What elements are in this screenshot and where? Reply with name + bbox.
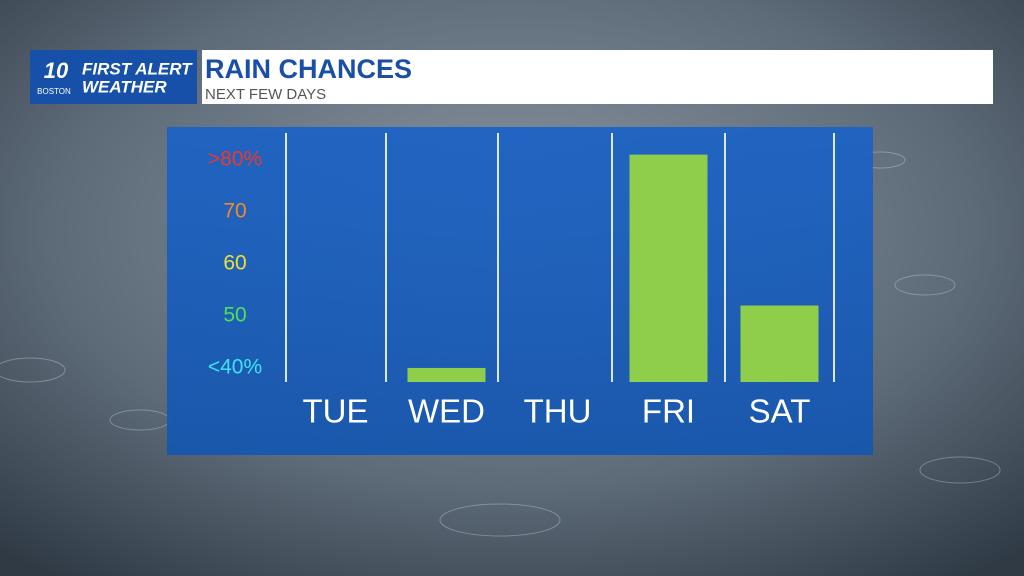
logo-channel: 10 (44, 58, 69, 83)
logo-city: BOSTON (37, 87, 71, 96)
bar (407, 367, 486, 382)
x-tick-label: SAT (749, 393, 811, 430)
chart-title: RAIN CHANCES (205, 54, 412, 84)
chart-panel (167, 127, 873, 455)
y-tick-label: <40% (208, 355, 262, 378)
bar (740, 305, 819, 382)
separators (285, 133, 835, 382)
bar (629, 154, 708, 382)
x-tick-label: WED (408, 393, 485, 430)
y-tick-label: 70 (223, 199, 246, 222)
title-banner (202, 50, 993, 104)
logo-line1: FIRST ALERT (82, 59, 193, 78)
x-tick-label: FRI (642, 393, 695, 430)
x-tick-label: TUE (303, 393, 369, 430)
x-tick-label: THU (524, 393, 592, 430)
y-tick-label: >80% (208, 147, 262, 170)
y-tick-label: 60 (223, 251, 246, 274)
logo-line2: WEATHER (82, 77, 167, 96)
y-tick-label: 50 (223, 303, 246, 326)
logo-box (30, 50, 197, 104)
chart-subtitle: NEXT FEW DAYS (205, 86, 326, 103)
